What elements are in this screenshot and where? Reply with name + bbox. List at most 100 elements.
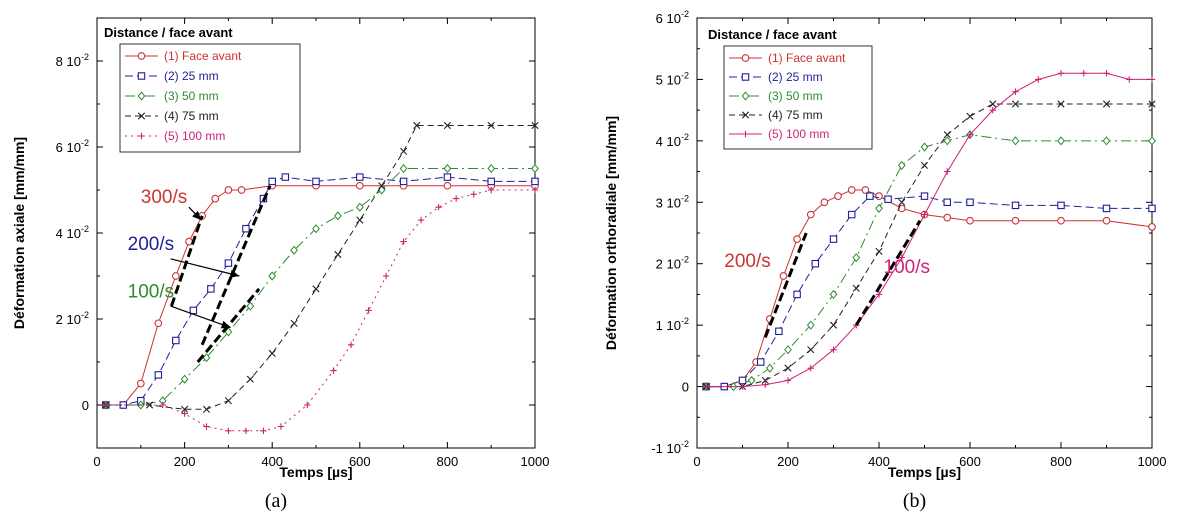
data-point — [811, 259, 820, 268]
annotation-arrowhead — [229, 269, 240, 278]
y-tick-label: 1 10-2 — [656, 316, 689, 333]
data-point — [1103, 70, 1110, 77]
series-line — [105, 176, 535, 406]
data-point — [136, 379, 145, 388]
data-point — [847, 210, 856, 219]
data-point — [775, 327, 783, 336]
annotation-arrow — [170, 258, 240, 277]
annotation-arrowhead — [192, 210, 202, 221]
panel-b: 0 200 400 600 800 1000 -1 10-2 0 1 10-2 2 10-2 3 1… — [603, 9, 1166, 512]
data-point — [413, 121, 421, 130]
data-point — [966, 216, 974, 225]
data-point — [920, 142, 929, 152]
strain-rate-fit-line — [196, 287, 261, 363]
data-point — [355, 181, 364, 190]
legend-swatch-marker — [138, 132, 145, 140]
data-point — [207, 285, 215, 293]
data-point — [531, 163, 539, 174]
data-point — [875, 291, 883, 298]
data-point — [807, 364, 814, 372]
y-tick-label: 3 10-2 — [656, 193, 689, 210]
data-point — [820, 198, 829, 207]
data-point — [356, 173, 364, 181]
data-point — [531, 177, 539, 186]
panel-caption: (b) — [903, 490, 926, 512]
data-point — [224, 327, 233, 337]
data-point — [1148, 223, 1156, 231]
strain-rate-label: 300/s — [141, 187, 187, 208]
data-point — [1057, 201, 1065, 210]
data-point — [347, 341, 355, 348]
data-point — [399, 177, 408, 186]
data-point — [470, 191, 477, 198]
data-point — [829, 235, 838, 243]
data-point — [399, 163, 408, 174]
data-point — [834, 192, 842, 200]
data-point — [829, 289, 838, 300]
data-point — [224, 259, 233, 267]
y-tick-label: 0 — [682, 380, 689, 395]
data-point — [739, 383, 746, 390]
data-point — [365, 307, 372, 314]
data-point — [806, 320, 815, 330]
data-point — [738, 376, 747, 385]
series-line — [105, 189, 535, 432]
data-point — [443, 173, 452, 181]
x-tick-label: 400 — [261, 454, 283, 469]
data-point — [875, 247, 883, 256]
series-line — [105, 125, 535, 410]
data-point — [312, 224, 320, 234]
legend-swatch-marker — [137, 112, 146, 120]
data-point — [290, 319, 298, 327]
data-point — [443, 121, 451, 130]
series-5 — [102, 186, 539, 434]
data-point — [487, 163, 496, 174]
data-point — [1011, 136, 1020, 146]
data-point — [1080, 70, 1087, 77]
data-point — [762, 381, 769, 388]
x-tick-label: 1000 — [1138, 454, 1167, 469]
x-tick-label: 0 — [693, 454, 700, 469]
strain-rate-label: 200/s — [128, 234, 174, 255]
data-point — [224, 397, 232, 405]
data-point — [830, 346, 837, 353]
data-point — [943, 131, 951, 139]
data-point — [1057, 70, 1065, 77]
data-point — [1148, 136, 1156, 146]
legend-box — [119, 43, 301, 153]
data-point — [181, 410, 188, 417]
data-point — [702, 383, 710, 390]
data-point — [154, 319, 163, 328]
data-point — [355, 202, 364, 212]
data-point — [224, 186, 233, 194]
legend-entry: (5) 100 mm — [164, 129, 225, 143]
data-point — [304, 401, 311, 409]
legend-entry: (1) Face avant — [164, 49, 242, 63]
data-point — [382, 272, 390, 280]
data-point — [181, 405, 189, 413]
strain-rate-label: 100/s — [884, 257, 930, 278]
series-1 — [101, 181, 539, 409]
data-point — [159, 401, 166, 409]
data-point — [921, 211, 928, 218]
strain-rate-fit-line — [763, 232, 808, 338]
data-point — [312, 285, 320, 293]
y-tick-label: 2 10-2 — [656, 255, 689, 272]
data-point — [1126, 76, 1133, 83]
data-point — [171, 272, 180, 280]
data-point — [761, 376, 769, 385]
legend-entry: (2) 25 mm — [164, 69, 219, 83]
data-point — [784, 364, 792, 372]
data-point — [237, 186, 246, 194]
legend-title: Distance / face avant — [708, 27, 837, 42]
data-point — [966, 131, 974, 138]
data-point — [765, 363, 774, 373]
annotation-arrow — [170, 305, 231, 329]
data-point — [875, 192, 883, 200]
data-point — [898, 198, 906, 206]
data-point — [268, 349, 276, 357]
data-point — [290, 245, 298, 255]
data-point — [443, 163, 452, 174]
y-tick-label: 2 10-2 — [56, 310, 89, 327]
